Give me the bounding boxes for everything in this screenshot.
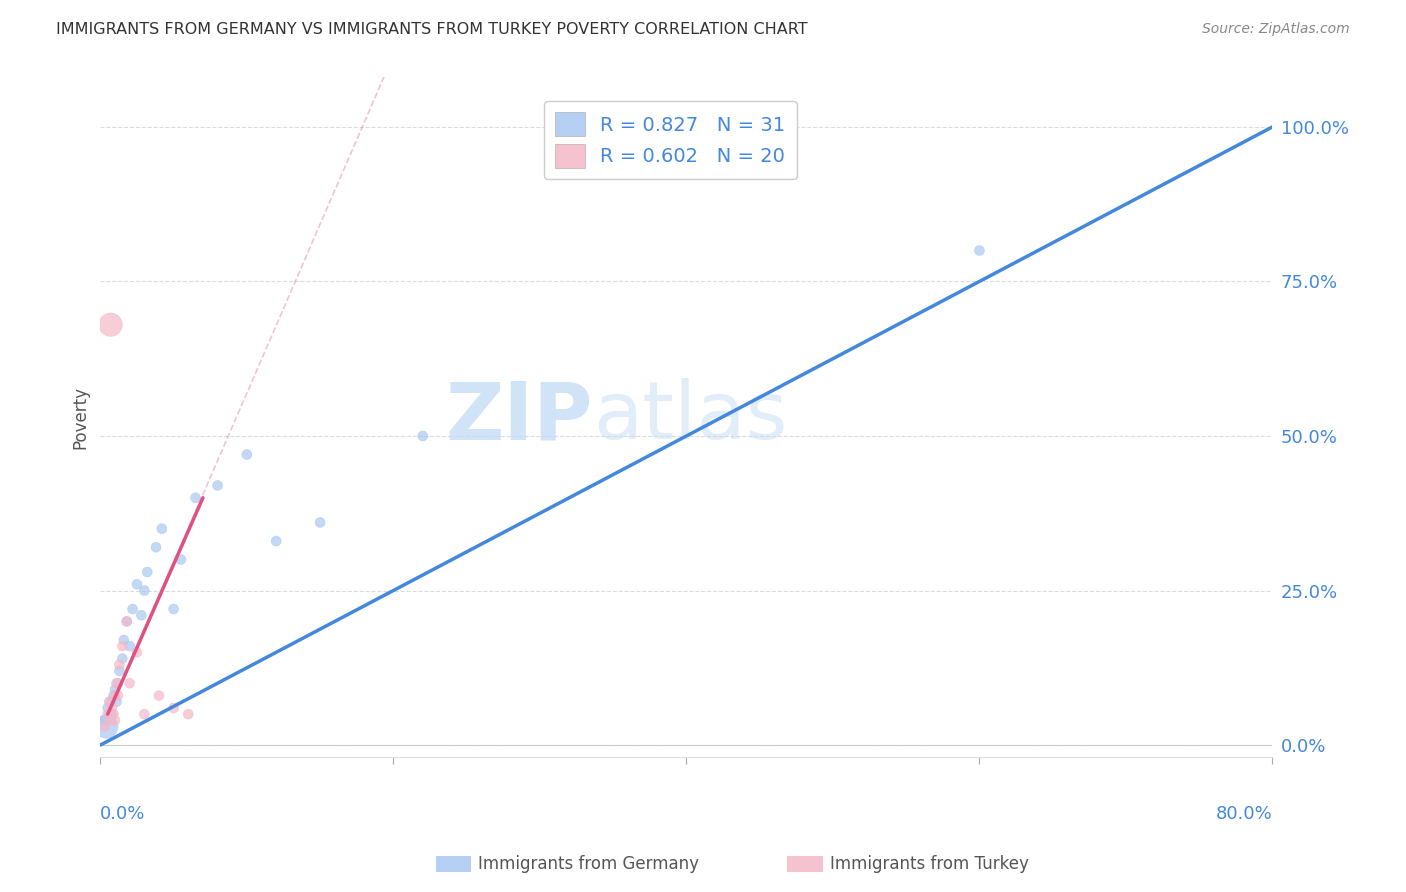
Point (136, 565, 159, 579)
Point (104, 689, 127, 703)
Point (162, 701, 184, 715)
Point (104, 682, 127, 697)
Point (412, 429, 434, 443)
Y-axis label: Poverty: Poverty (72, 386, 89, 449)
Text: IMMIGRANTS FROM GERMANY VS IMMIGRANTS FROM TURKEY POVERTY CORRELATION CHART: IMMIGRANTS FROM GERMANY VS IMMIGRANTS FR… (56, 22, 808, 37)
Point (93, 714, 115, 728)
Point (111, 651, 134, 665)
Point (148, 689, 170, 703)
Point (111, 639, 134, 653)
Point (207, 478, 229, 492)
Point (100, 695, 122, 709)
Point (101, 707, 124, 722)
Point (118, 639, 141, 653)
Point (131, 608, 153, 623)
Point (125, 577, 148, 591)
Point (969, 244, 991, 258)
Point (107, 676, 129, 690)
Point (104, 714, 127, 728)
Point (107, 689, 129, 703)
Point (150, 522, 173, 536)
Point (100, 714, 122, 728)
Text: ZIP: ZIP (446, 378, 593, 457)
Text: Immigrants from Germany: Immigrants from Germany (478, 855, 699, 873)
Point (118, 676, 141, 690)
Point (121, 602, 143, 616)
Point (184, 491, 207, 505)
Point (108, 664, 131, 678)
Text: 80.0%: 80.0% (1216, 805, 1272, 823)
Point (108, 657, 131, 672)
Point (264, 534, 287, 549)
Point (96, 719, 118, 733)
Point (97, 707, 120, 722)
Point (98, 707, 121, 722)
Point (100, 318, 122, 332)
Point (177, 707, 200, 722)
Point (105, 676, 128, 690)
Point (134, 707, 156, 722)
Point (105, 695, 128, 709)
Point (103, 707, 125, 722)
Point (97, 701, 120, 715)
Point (103, 689, 125, 703)
Point (170, 552, 193, 566)
Point (236, 448, 259, 462)
Point (98, 695, 121, 709)
Point (134, 583, 156, 598)
Point (115, 615, 138, 629)
Point (112, 632, 135, 647)
Legend: R = 0.827   N = 31, R = 0.602   N = 20: R = 0.827 N = 31, R = 0.602 N = 20 (544, 101, 797, 179)
Point (125, 645, 148, 659)
Text: 0.0%: 0.0% (100, 805, 146, 823)
Text: atlas: atlas (593, 378, 787, 457)
Point (145, 540, 167, 554)
Text: Immigrants from Turkey: Immigrants from Turkey (830, 855, 1028, 873)
Point (162, 602, 184, 616)
Point (101, 701, 124, 715)
Point (115, 615, 138, 629)
Point (93, 719, 115, 733)
Text: Source: ZipAtlas.com: Source: ZipAtlas.com (1202, 22, 1350, 37)
Point (309, 516, 332, 530)
